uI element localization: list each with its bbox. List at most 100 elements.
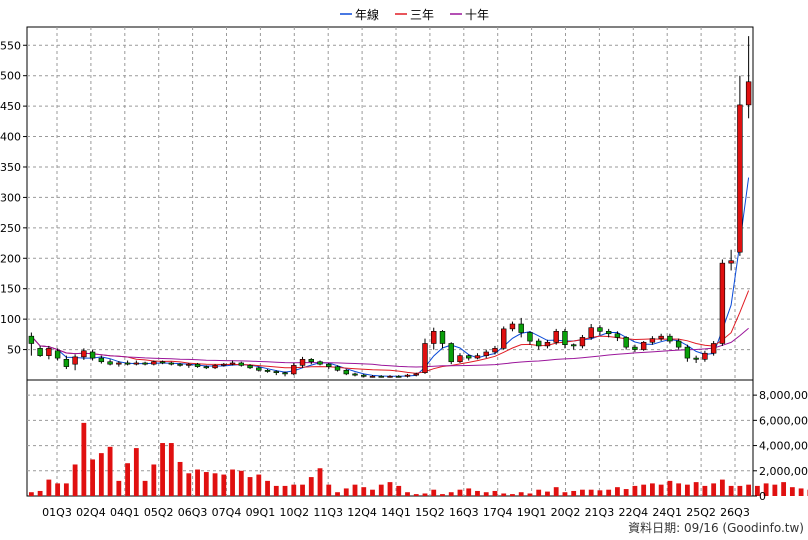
candle-body xyxy=(291,365,297,375)
candle-body xyxy=(221,363,227,366)
candle-body xyxy=(264,369,271,372)
x-tick-label: 14Q1 xyxy=(381,506,411,519)
volume-bar xyxy=(186,473,192,496)
volume-bar xyxy=(684,484,690,496)
candle-body xyxy=(728,260,734,264)
volume-bar xyxy=(247,477,253,496)
price-tick-label: 250 xyxy=(0,222,21,235)
price-tick-label: 350 xyxy=(0,161,21,174)
volume-bar xyxy=(46,479,52,496)
candle-body xyxy=(501,328,507,349)
x-tick-label: 04Q1 xyxy=(110,506,140,519)
candle-body xyxy=(413,373,419,376)
candle-body xyxy=(212,365,218,369)
candle-body xyxy=(334,366,341,371)
x-tick-label: 12Q4 xyxy=(347,506,377,519)
volume-bar xyxy=(413,494,419,496)
volume-bar xyxy=(518,492,524,496)
x-tick-label: 26Q3 xyxy=(720,506,750,519)
candle-body xyxy=(535,340,542,347)
x-tick-label: 19Q1 xyxy=(517,506,547,519)
price-tick-label: 400 xyxy=(0,131,21,144)
candle-body xyxy=(159,361,166,364)
candle-body xyxy=(352,373,358,376)
candle-body xyxy=(116,362,122,365)
candle-body xyxy=(89,351,96,359)
volume-bar xyxy=(238,470,244,496)
volume-bar xyxy=(754,485,760,496)
volume-bar xyxy=(361,487,367,496)
volume-bar xyxy=(370,489,375,496)
candle-body xyxy=(72,356,78,365)
volume-bar xyxy=(483,492,489,496)
volume-bar xyxy=(711,483,717,496)
volume-bar xyxy=(300,484,305,496)
candle-body xyxy=(177,363,183,366)
candle-body xyxy=(186,363,192,366)
x-tick-label: 25Q2 xyxy=(686,506,716,519)
x-axis-labels: 01Q3 02Q4 04Q1 05Q2 06Q3 07Q4 09Q1 10Q2 11Q3 12Q4… xyxy=(42,506,750,519)
volume-bar xyxy=(98,453,104,496)
price-grid xyxy=(27,27,753,380)
candle-body xyxy=(702,352,708,360)
volume-tick-label: 6,000,000 xyxy=(759,414,808,427)
x-tick-label: 01Q3 xyxy=(42,506,72,519)
candle-body xyxy=(422,343,428,373)
volume-bar xyxy=(352,484,358,496)
candle-body xyxy=(107,361,113,365)
volume-bar xyxy=(55,483,61,496)
candle-body xyxy=(308,359,314,363)
candle-body xyxy=(133,362,140,365)
price-plot-frame xyxy=(26,26,754,381)
price-tick-label: 50 xyxy=(7,344,21,357)
volume-bar xyxy=(326,484,332,496)
candle-body xyxy=(256,367,262,371)
candle-body xyxy=(168,362,175,365)
volume-bar xyxy=(562,492,568,496)
candle-body xyxy=(623,337,629,348)
volume-bar xyxy=(212,473,218,496)
ma-line-3 xyxy=(31,327,749,368)
volume-tick-label: 2,000,000 xyxy=(759,465,808,478)
candle-body xyxy=(492,348,498,353)
candle-body xyxy=(299,359,306,366)
candle-body xyxy=(675,340,682,348)
volume-bar xyxy=(151,464,157,496)
volume-bar xyxy=(116,480,122,496)
volume-bar xyxy=(632,485,638,496)
volume-bar xyxy=(335,492,340,496)
candle-body xyxy=(614,333,621,338)
volume-bar xyxy=(580,489,585,496)
volume-bar xyxy=(63,483,69,496)
x-tick-label: 20Q2 xyxy=(551,506,581,519)
volume-bar xyxy=(107,446,113,496)
volume-bar xyxy=(492,490,498,496)
candle-body xyxy=(124,362,131,365)
candle-body xyxy=(203,366,210,369)
volume-bar xyxy=(658,484,664,496)
candle-body xyxy=(317,361,323,365)
x-tick-label: 07Q4 xyxy=(212,506,242,519)
candle-body xyxy=(273,371,279,373)
volume-bar xyxy=(693,482,699,496)
volume-bar xyxy=(667,480,673,496)
volume-bar xyxy=(317,468,323,496)
candle-body xyxy=(142,362,148,365)
volume-bar xyxy=(431,489,437,496)
candle-body xyxy=(509,323,516,330)
candle-body xyxy=(28,335,35,344)
candle-body xyxy=(404,374,411,377)
volume-tick-label: 4,000,000 xyxy=(759,440,808,453)
candle-body xyxy=(369,376,376,378)
candle-body xyxy=(562,331,568,345)
volume-bar xyxy=(142,480,148,496)
candle-body xyxy=(151,361,157,365)
volume-bar xyxy=(221,474,227,496)
volume-bar xyxy=(90,459,96,496)
x-tick-label: 06Q3 xyxy=(178,506,208,519)
volume-bar xyxy=(641,484,647,496)
candle-body xyxy=(457,355,463,363)
price-tick-label: 100 xyxy=(0,313,21,326)
volume-bar xyxy=(177,461,183,496)
